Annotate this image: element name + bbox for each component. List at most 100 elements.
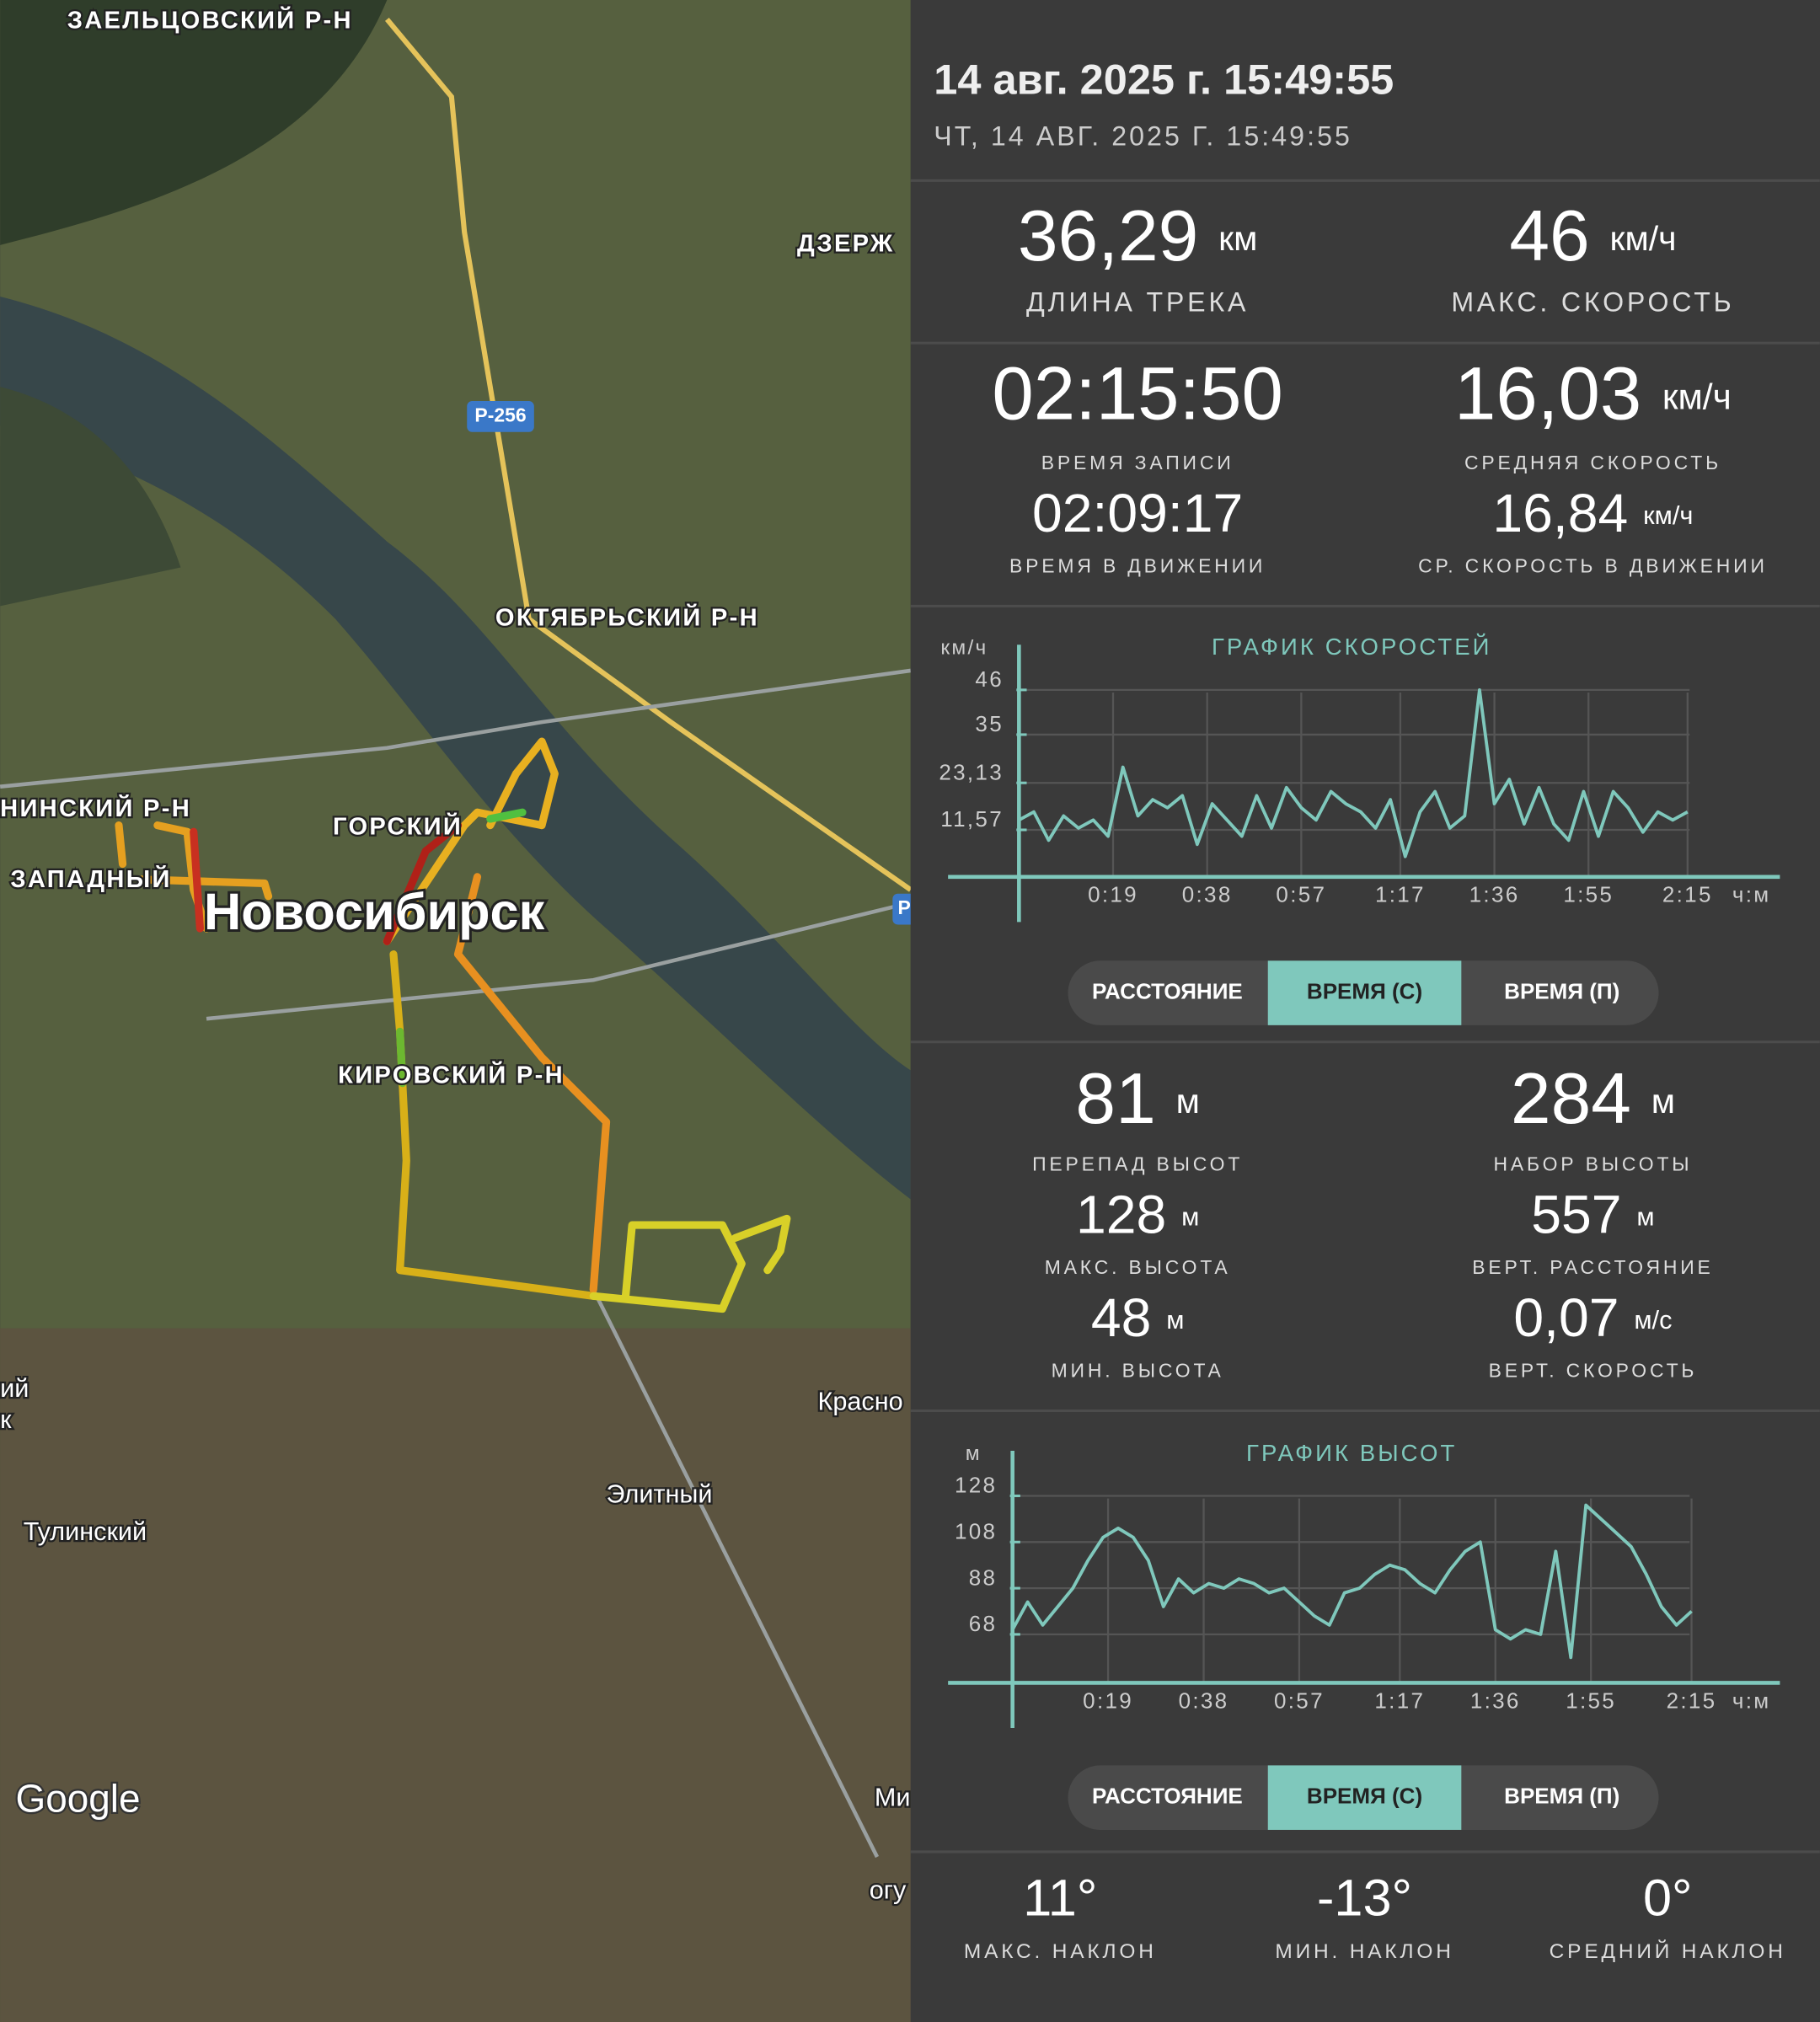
y-tick-label: 88 bbox=[969, 1565, 998, 1590]
x-axis-label: ч:м bbox=[1732, 882, 1771, 907]
x-tick-label: 1:17 bbox=[1375, 882, 1426, 907]
stat-label: НАБОР ВЫСОТЫ bbox=[1493, 1153, 1692, 1175]
unit: м bbox=[1176, 1082, 1200, 1121]
stat-value: 16,84 км/ч bbox=[1492, 483, 1693, 543]
map-label: Элитный bbox=[607, 1480, 713, 1509]
unit: км/ч bbox=[1609, 219, 1676, 258]
value: 11° bbox=[1023, 1870, 1097, 1927]
stat-value: 16,03 км/ч bbox=[1454, 352, 1732, 436]
stat-label: СРЕДНЯЯ СКОРОСТЬ bbox=[1464, 452, 1721, 473]
stat-label: ВРЕМЯ ЗАПИСИ bbox=[1041, 452, 1234, 473]
value: 16,84 bbox=[1492, 483, 1628, 543]
date-title: 14 авг. 2025 г. 15:49:55 bbox=[934, 55, 1394, 103]
unit: км bbox=[1218, 219, 1257, 258]
value: 0° bbox=[1643, 1870, 1693, 1927]
map-label: ЗАЕЛЬЦОВСКИЙ Р-Н bbox=[67, 6, 353, 35]
value: 02:09:17 bbox=[1032, 483, 1243, 543]
map[interactable]: ЗАЕЛЬЦОВСКИЙ Р-Н ДЗЕРЖ Р-256 ОКТЯБРЬСКИЙ… bbox=[0, 0, 918, 2022]
y-tick-label: 23,13 bbox=[939, 759, 1004, 784]
value: 48 bbox=[1091, 1287, 1151, 1348]
stat-value: 46 км/ч bbox=[1509, 195, 1676, 276]
map-label: НИНСКИЙ Р-Н bbox=[0, 794, 191, 822]
map-label: ий bbox=[0, 1374, 29, 1403]
toggle-button[interactable]: ВРЕМЯ (С) bbox=[1307, 1784, 1422, 1809]
stat-value: 557 м bbox=[1531, 1184, 1654, 1244]
road-badge: Р-256 bbox=[474, 404, 526, 425]
space bbox=[1631, 1058, 1651, 1139]
space bbox=[1166, 1184, 1181, 1244]
space bbox=[1622, 1184, 1637, 1244]
map-label: ЗАПАДНЫЙ bbox=[10, 864, 171, 893]
stat-value: 0,07 м/с bbox=[1513, 1287, 1672, 1348]
y-tick-label: 11,57 bbox=[940, 806, 1004, 832]
x-tick-label: 1:55 bbox=[1566, 1688, 1616, 1713]
unit: м bbox=[1181, 1202, 1199, 1232]
stat-value: 48 м bbox=[1091, 1287, 1185, 1348]
stat-value: -13° bbox=[1317, 1870, 1412, 1927]
space bbox=[1156, 1058, 1176, 1139]
y-tick-label: 46 bbox=[975, 666, 1004, 692]
map-label: ГОРСКИЙ bbox=[333, 811, 463, 840]
toggle-selected bbox=[1267, 1765, 1462, 1830]
x-tick-label: 2:15 bbox=[1662, 882, 1713, 907]
y-axis-label: км/ч bbox=[940, 636, 988, 659]
x-tick-label: 0:38 bbox=[1179, 1688, 1229, 1713]
stat-value: 284 м bbox=[1511, 1058, 1675, 1139]
x-axis-label: ч:м bbox=[1732, 1688, 1771, 1713]
google-logo: Google bbox=[16, 1776, 141, 1820]
stat-label: МАКС. ВЫСОТА bbox=[1045, 1256, 1231, 1278]
toggle-button[interactable]: РАССТОЯНИЕ bbox=[1092, 978, 1243, 1003]
road-badge: Р bbox=[897, 896, 910, 918]
y-tick-label: 68 bbox=[969, 1611, 998, 1636]
toggle-button[interactable]: ВРЕМЯ (П) bbox=[1504, 1784, 1619, 1809]
chart-title: ГРАФИК СКОРОСТЕЙ bbox=[1212, 634, 1492, 660]
unit: м bbox=[1636, 1202, 1654, 1232]
chart-title: ГРАФИК ВЫСОТ bbox=[1246, 1440, 1457, 1466]
stat-value: 0° bbox=[1643, 1870, 1693, 1927]
toggle-button[interactable]: ВРЕМЯ (П) bbox=[1504, 978, 1619, 1003]
value: 81 bbox=[1075, 1058, 1155, 1139]
stat-label: МАКС. НАКЛОН bbox=[964, 1940, 1157, 1963]
date-subtitle: ЧТ, 14 АВГ. 2025 Г. 15:49:55 bbox=[934, 120, 1352, 151]
stat-label: ПЕРЕПАД ВЫСОТ bbox=[1032, 1153, 1243, 1175]
x-tick-label: 0:38 bbox=[1182, 882, 1233, 907]
y-tick-label: 108 bbox=[955, 1518, 997, 1543]
stat-label: ВЕРТ. РАССТОЯНИЕ bbox=[1472, 1256, 1713, 1278]
stat-label: СРЕДНИЙ НАКЛОН bbox=[1550, 1939, 1786, 1963]
toggle-selected bbox=[1267, 960, 1462, 1025]
x-tick-label: 0:57 bbox=[1276, 882, 1326, 907]
stat-value: 11° bbox=[1023, 1870, 1097, 1927]
value: 0,07 bbox=[1513, 1287, 1619, 1348]
map-label: КИРОВСКИЙ Р-Н bbox=[338, 1061, 565, 1089]
toggle-button[interactable]: РАССТОЯНИЕ bbox=[1092, 1784, 1243, 1809]
x-tick-label: 1:36 bbox=[1469, 882, 1520, 907]
map-label: ОКТЯБРЬСКИЙ Р-Н bbox=[495, 602, 759, 631]
value: 46 bbox=[1509, 195, 1589, 276]
y-axis-label: м bbox=[966, 1442, 982, 1465]
value: 02:15:50 bbox=[992, 352, 1283, 436]
stat-label: ДЛИНА ТРЕКА bbox=[1026, 287, 1249, 318]
space bbox=[1198, 195, 1218, 276]
stat-value: 02:09:17 bbox=[1032, 483, 1243, 543]
value: 16,03 bbox=[1454, 352, 1641, 436]
map-label: Тулинский bbox=[24, 1517, 147, 1546]
value: 36,29 bbox=[1018, 195, 1198, 276]
value: 284 bbox=[1511, 1058, 1631, 1139]
x-tick-label: 0:57 bbox=[1274, 1688, 1325, 1713]
toggle-button[interactable]: ВРЕМЯ (С) bbox=[1307, 978, 1422, 1003]
x-tick-label: 1:17 bbox=[1374, 1688, 1425, 1713]
unit: км/ч bbox=[1662, 377, 1732, 418]
space bbox=[1641, 352, 1662, 436]
stat-label: СР. СКОРОСТЬ В ДВИЖЕНИИ bbox=[1418, 555, 1768, 577]
unit: м bbox=[1166, 1305, 1184, 1335]
space bbox=[1619, 1287, 1634, 1348]
unit: км/ч bbox=[1643, 500, 1693, 530]
y-tick-label: 35 bbox=[975, 711, 1004, 736]
x-tick-label: 2:15 bbox=[1667, 1688, 1717, 1713]
city-label: Новосибирск bbox=[204, 883, 545, 940]
line-series bbox=[1018, 687, 1689, 859]
x-tick-label: 1:55 bbox=[1563, 882, 1614, 907]
space bbox=[1151, 1287, 1166, 1348]
value: 128 bbox=[1076, 1184, 1166, 1244]
